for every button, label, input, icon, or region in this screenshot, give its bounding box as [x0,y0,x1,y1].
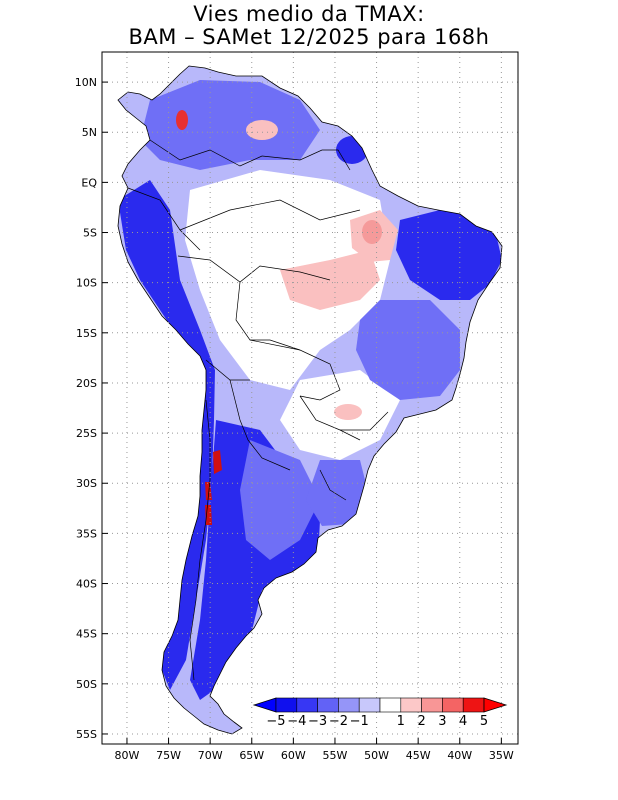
lat-tick-label: 25S [76,427,97,440]
country-border [177,255,331,283]
colorbar-swatch [462,697,485,713]
country-border [179,199,361,231]
lat-tick-label: 50S [76,678,97,691]
continent [117,65,503,735]
graticule [102,52,518,744]
lon-tick-label: 80W [115,749,140,762]
field-pos-andes-2 [205,482,212,500]
colorbar-label: −3 [308,714,327,729]
lon-tick-label: 60W [281,749,306,762]
country-border [261,149,351,171]
lat-tick-label: 5N [82,126,97,139]
country-border [319,469,347,501]
colorbar-swatch [421,697,443,713]
colorbar-swatch [379,697,402,713]
colorbar-label: 4 [459,714,467,729]
field-neg-andes [118,180,215,690]
lat-tick-label: 5S [83,227,97,240]
longitude-axis: 80W 75W 70W 65W 60W 55W 50W 45W 40W 35W [115,738,514,762]
lat-tick-label: 10N [75,76,97,89]
colorbar-swatch [358,697,381,713]
lon-tick-label: 45W [406,749,431,762]
lat-tick-label: 40S [76,578,97,591]
colorbar-swatch [317,697,339,713]
field-neg-east-brazil [356,300,460,400]
colorbar-label: 3 [438,714,446,729]
lon-tick-label: 75W [156,749,181,762]
lat-tick-label: 10S [76,277,97,290]
field-pos-andes-1 [213,450,222,474]
country-border [127,187,201,251]
colorbar-swatch [296,697,318,713]
field-neg-north [140,80,320,170]
country-border [149,139,263,167]
map-frame [101,51,519,745]
field-pos-parana [334,404,362,420]
colorbar-label: 5 [480,714,488,729]
field-neg-argentina [240,440,320,560]
lat-tick-label: 15S [76,327,97,340]
lon-tick-label: 40W [447,749,472,762]
bias-field [118,66,502,734]
coastline [117,65,503,735]
colorbar: −5 −4 −3 −2 −1 1 2 3 4 5 [252,697,508,729]
field-pos-colombia [176,110,188,130]
colorbar-label: 1 [397,714,405,729]
colorbar-label: −4 [287,714,306,729]
latitude-axis: 10N 5N EQ 5S 10S 15S 20S 25S 30S 35S 40S 45S 50S 55S [75,76,108,741]
country-border [229,379,291,471]
colorbar-over-arrow [483,697,508,713]
lat-tick-label: EQ [81,176,97,189]
field-pos-para-core [362,220,382,244]
country-border [299,395,361,441]
colorbar-swatch [338,697,360,713]
colorbar-label: −2 [329,714,348,729]
lat-tick-label: 35S [76,527,97,540]
lat-tick-label: 55S [76,728,97,741]
colorbar-label: −5 [266,714,285,729]
colorbar-swatch [400,697,422,713]
lon-tick-label: 55W [323,749,348,762]
field-pos-venezuela [246,120,278,140]
lon-tick-label: 35W [489,749,514,762]
colorbar-swatch [442,697,464,713]
field-neg-uruguay [306,460,370,526]
country-border [340,411,389,431]
colorbar-label: −1 [350,714,369,729]
title-line-1: Vies medio da TMAX: [193,2,425,26]
lat-tick-label: 45S [76,628,97,641]
lon-tick-label: 65W [239,749,264,762]
country-border [189,399,211,681]
lon-tick-label: 50W [364,749,389,762]
colorbar-label: 2 [417,714,425,729]
title-line-2: BAM – SAMet 12/2025 para 168h [128,25,490,49]
lat-tick-label: 30S [76,477,97,490]
lat-tick-label: 20S [76,377,97,390]
colorbar-swatch [275,697,298,713]
lon-tick-label: 70W [198,749,223,762]
